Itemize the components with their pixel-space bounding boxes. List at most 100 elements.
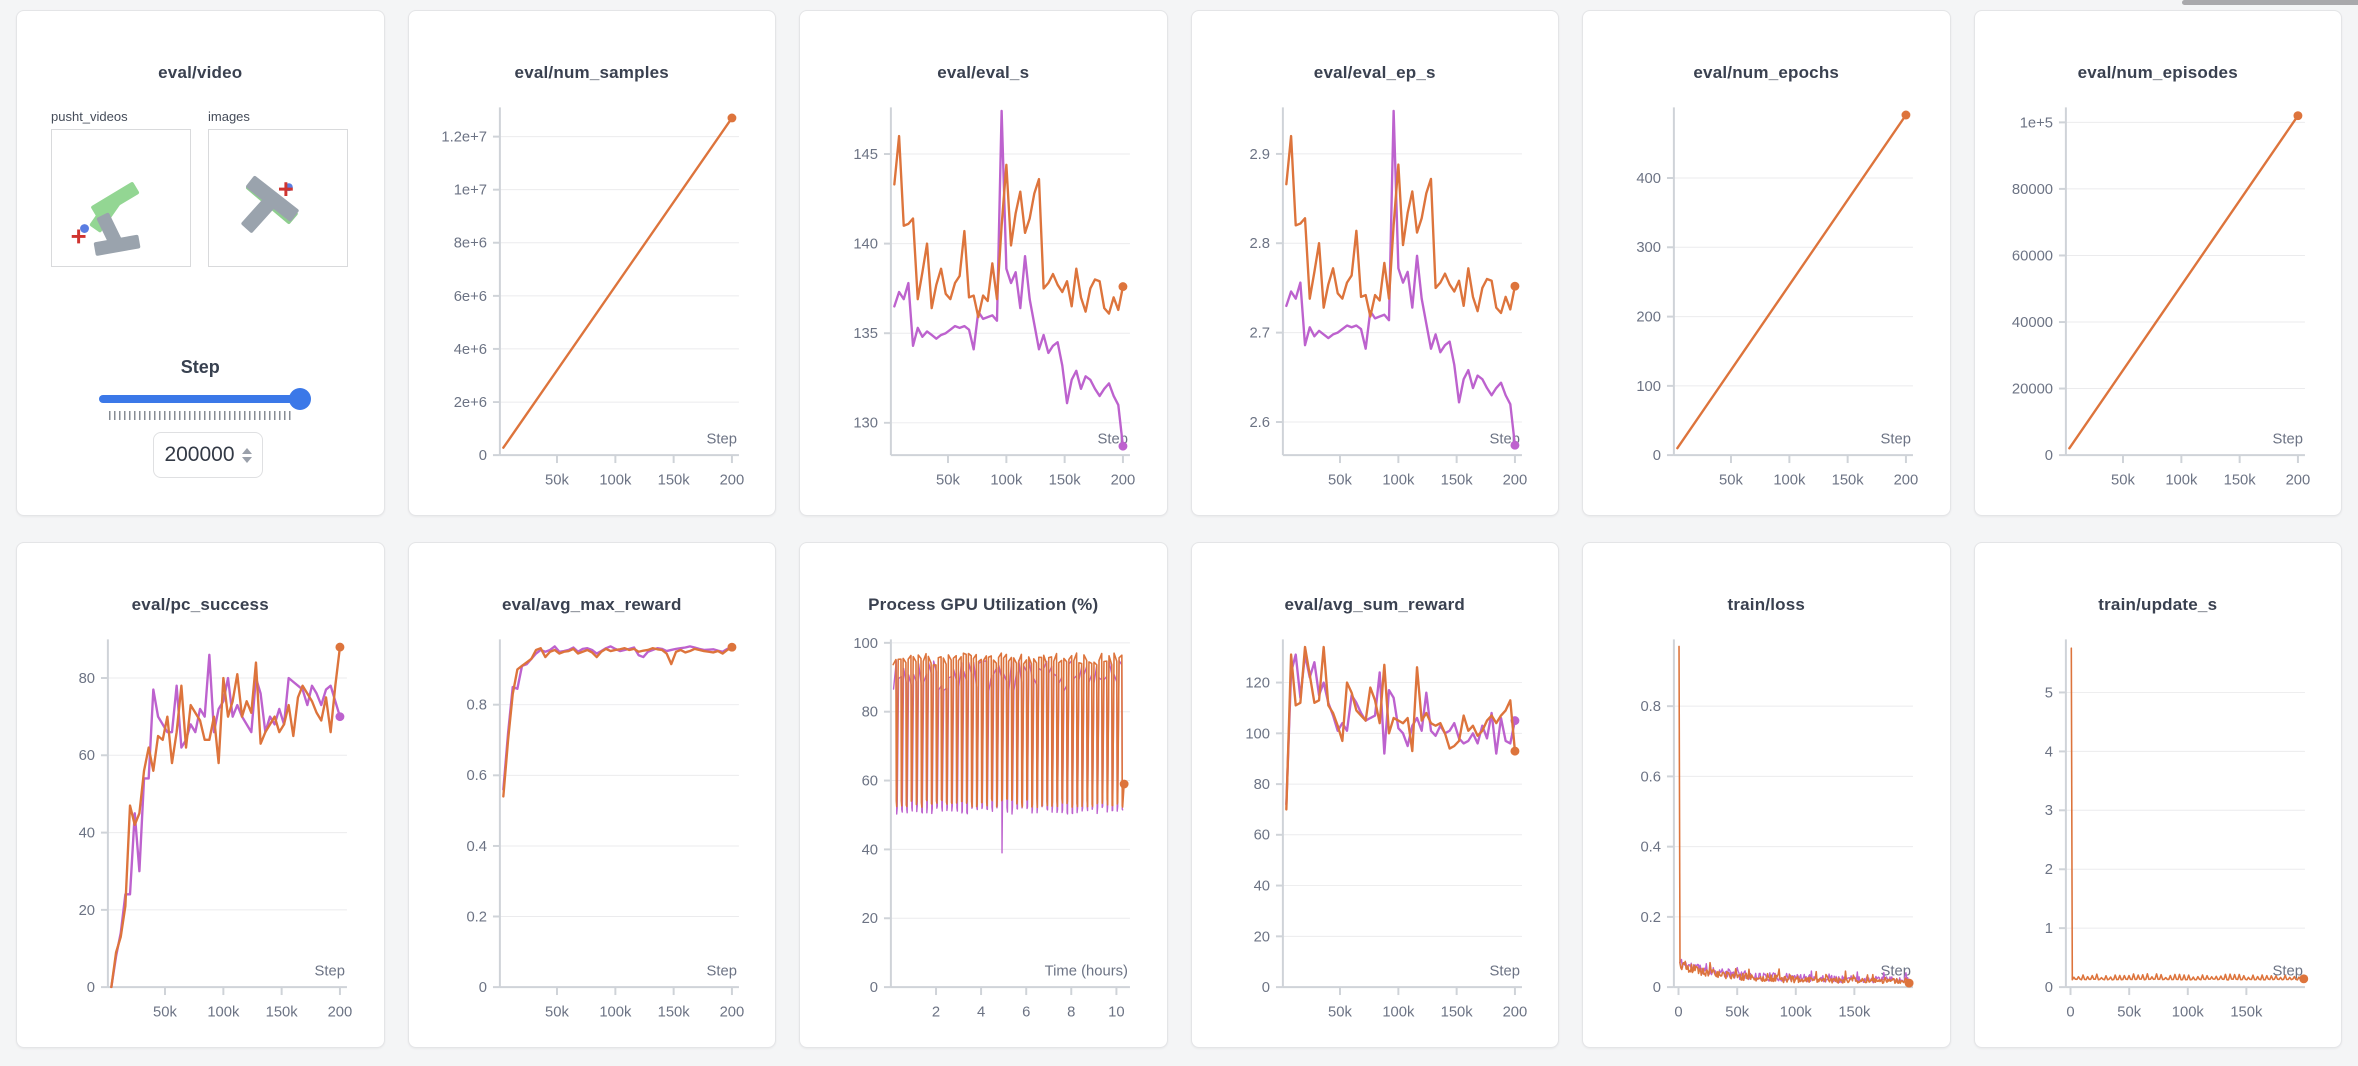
image-thumbnail-images[interactable]: [208, 129, 348, 267]
y-tick-label: 80: [862, 705, 878, 721]
step-value-input[interactable]: 200000: [153, 432, 263, 478]
panel-eval-num-episodes: eval/num_episodes 0 20000 40000 60000 80000 1…: [1973, 10, 2342, 516]
series-purple: [501, 645, 733, 791]
endpoint-dot: [1509, 281, 1519, 291]
step-slider-ticks: [109, 411, 291, 420]
y-tick-label: 80: [1253, 777, 1269, 793]
media-label-pusht-videos: pusht_videos: [51, 109, 128, 124]
y-tick-label: 0.2: [1640, 910, 1661, 926]
x-axis-label: Step: [706, 431, 736, 447]
y-gridlines: 0 0.2 0.4 0.6 0.8: [466, 698, 739, 996]
series-orange: [1284, 645, 1516, 811]
chart-canvas-eval-num-epochs[interactable]: 0 100 200 300 400 50k 100k 150k 200 Step: [1583, 91, 1950, 513]
y-tick-label: 40: [862, 842, 878, 858]
x-tick-label: 50k: [545, 1005, 569, 1021]
chart-title: eval/avg_sum_reward: [1284, 595, 1465, 614]
y-tick-label: 20: [862, 911, 878, 927]
x-tick-label: 0: [1674, 1005, 1682, 1021]
video-thumbnail-pusht-videos[interactable]: [51, 129, 191, 267]
endpoint-dot: [726, 642, 736, 652]
y-tick-label: 1e+7: [453, 183, 486, 199]
y-tick-label: 0.4: [1640, 840, 1661, 856]
x-tick-label: 50k: [153, 1005, 177, 1021]
chart-title: eval/avg_max_reward: [501, 595, 682, 614]
y-gridlines: 0 100 200 300 400: [1636, 171, 1913, 464]
x-tick-label: 150k: [1049, 473, 1082, 489]
y-tick-label: 400: [1636, 171, 1661, 187]
y-tick-label: 0.8: [466, 698, 487, 714]
panel-train-update-s: train/update_s 0 1 2 3 4 5 0 50k 100k 150k Step: [1973, 542, 2342, 1048]
chart-canvas-eval-num-episodes[interactable]: 0 20000 40000 60000 80000 1e+5 50k 100k 150k 200 S…: [1975, 91, 2342, 513]
chart-canvas-eval-pc-success[interactable]: 0 20 40 60 80 50k 100k 150k 200 Step: [17, 623, 384, 1045]
panel-eval-eval-ep-s: eval/eval_ep_s 2.6 2.7 2.8 2.9 50k 100k 150k 20…: [1190, 10, 1559, 516]
chart-title: eval/eval_s: [937, 63, 1030, 82]
chart-canvas-eval-num-samples[interactable]: 0 2e+6 4e+6 6e+6 8e+6 1e+7 1.2e+7 50k 100k 150k 20…: [409, 91, 776, 513]
y-tick-label: 200: [1636, 310, 1661, 326]
step-slider[interactable]: [99, 388, 311, 410]
x-tick-label: 50k: [2111, 473, 2135, 489]
chart-canvas-train-loss[interactable]: 0 0.2 0.4 0.6 0.8 0 50k 100k 150k Step: [1583, 623, 1950, 1045]
endpoint-dot: [1118, 282, 1128, 292]
chart-canvas-process-gpu-utilization[interactable]: 0 20 40 60 80 100 2 4 6 8 10 Time (hours): [800, 623, 1167, 1045]
series-purple: [893, 109, 1125, 448]
stepper-arrows[interactable]: [241, 447, 252, 463]
x-axis-ticks: 50k 100k 150k 200: [1719, 455, 1918, 489]
x-axis-ticks: 50k 100k 150k 200: [1328, 987, 1527, 1021]
chart-canvas-eval-avg-sum-reward[interactable]: 0 20 40 60 80 100 120 50k 100k 150k 200 Step: [1192, 623, 1559, 1045]
series-orange: [501, 116, 733, 449]
y-tick-label: 120: [1245, 675, 1270, 691]
y-tick-label: 8e+6: [453, 236, 486, 252]
y-tick-label: 0.4: [466, 839, 487, 855]
x-tick-label: 200: [328, 1005, 353, 1021]
x-tick-label: 6: [1022, 1005, 1030, 1021]
x-tick-label: 50k: [545, 473, 569, 489]
x-tick-label: 200: [1111, 473, 1136, 489]
media-label-images: images: [208, 109, 250, 124]
x-axis-label: Step: [1881, 963, 1911, 979]
x-axis-label: Time (hours): [1045, 963, 1128, 979]
endpoint-dot: [1119, 779, 1129, 789]
y-tick-label: 0: [1261, 980, 1269, 996]
series-orange: [1678, 645, 1910, 985]
y-tick-label: 60000: [2011, 248, 2052, 264]
chart-canvas-train-update-s[interactable]: 0 1 2 3 4 5 0 50k 100k 150k Step: [1975, 623, 2342, 1045]
y-tick-label: 0: [2044, 448, 2052, 464]
x-tick-label: 150k: [1440, 1005, 1473, 1021]
step-slider-label: Step: [180, 357, 220, 377]
y-gridlines: 130 135 140 145: [853, 147, 1130, 432]
y-tick-label: 0.6: [1640, 769, 1661, 785]
chart-canvas-eval-avg-max-reward[interactable]: 0 0.2 0.4 0.6 0.8 50k 100k 150k 200 Step: [409, 623, 776, 1045]
panel-eval-eval-s: eval/eval_s 130 135 140 145 50k 100k 150k 200 St…: [799, 10, 1168, 516]
y-tick-label: 1e+5: [2019, 115, 2052, 131]
step-slider-thumb[interactable]: [289, 388, 311, 410]
y-tick-label: 60: [1253, 828, 1269, 844]
x-tick-label: 200: [719, 1005, 744, 1021]
x-axis-ticks: 50k 100k 150k 200: [1328, 455, 1527, 489]
y-tick-label: 100: [1245, 726, 1270, 742]
increment-icon[interactable]: [241, 447, 252, 454]
x-tick-label: 150k: [2230, 1005, 2263, 1021]
y-tick-label: 0.8: [1640, 699, 1661, 715]
y-tick-label: 40: [79, 826, 95, 842]
x-axis-ticks: 50k 100k 150k 200: [936, 455, 1135, 489]
y-tick-label: 1: [2044, 921, 2052, 937]
x-axis-ticks: 50k 100k 150k 200: [2111, 455, 2310, 489]
x-tick-label: 2: [932, 1005, 940, 1021]
x-tick-label: 100k: [990, 473, 1023, 489]
x-axis-label: Step: [1881, 431, 1911, 447]
target-cross: [71, 229, 86, 244]
decrement-icon[interactable]: [241, 456, 252, 463]
horizontal-scrollbar-thumb[interactable]: [2182, 0, 2358, 5]
x-tick-label: 100k: [599, 1005, 632, 1021]
x-tick-label: 8: [1067, 1005, 1075, 1021]
x-tick-label: 100k: [599, 473, 632, 489]
x-tick-label: 150k: [657, 473, 690, 489]
x-tick-label: 200: [2285, 473, 2310, 489]
panel-eval-pc-success: eval/pc_success 0 20 40 60 80 50k 100k 150k 200 S…: [16, 542, 385, 1048]
x-axis-ticks: 0 50k 100k 150k: [1674, 987, 1871, 1021]
y-tick-label: 0: [1653, 448, 1661, 464]
series-orange: [1284, 134, 1516, 318]
x-axis-ticks: 50k 100k 150k 200: [545, 987, 744, 1021]
